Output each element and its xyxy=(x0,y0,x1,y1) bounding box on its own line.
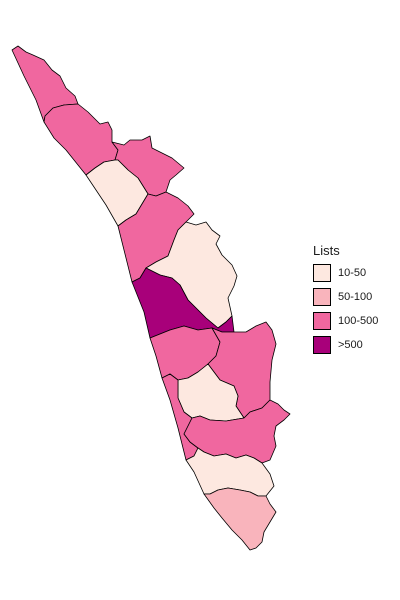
legend-label: 10-50 xyxy=(338,267,367,279)
legend-title: Lists xyxy=(313,243,340,258)
legend-swatch xyxy=(313,288,331,306)
district-region xyxy=(11,45,79,123)
district-region xyxy=(203,487,277,551)
legend-item: 50-100 xyxy=(313,285,378,309)
legend-label: 50-100 xyxy=(338,291,373,303)
legend-item: >500 xyxy=(313,333,378,357)
map-legend: Lists 10-50 50-100 100-500 >500 xyxy=(313,243,378,357)
legend-item: 10-50 xyxy=(313,261,378,285)
legend-item: 100-500 xyxy=(313,309,378,333)
legend-label: >500 xyxy=(338,339,363,351)
district-region xyxy=(43,103,119,176)
legend-swatch xyxy=(313,336,331,354)
legend-swatch xyxy=(313,312,331,330)
legend-label: 100-500 xyxy=(338,315,379,327)
legend-swatch xyxy=(313,264,331,282)
